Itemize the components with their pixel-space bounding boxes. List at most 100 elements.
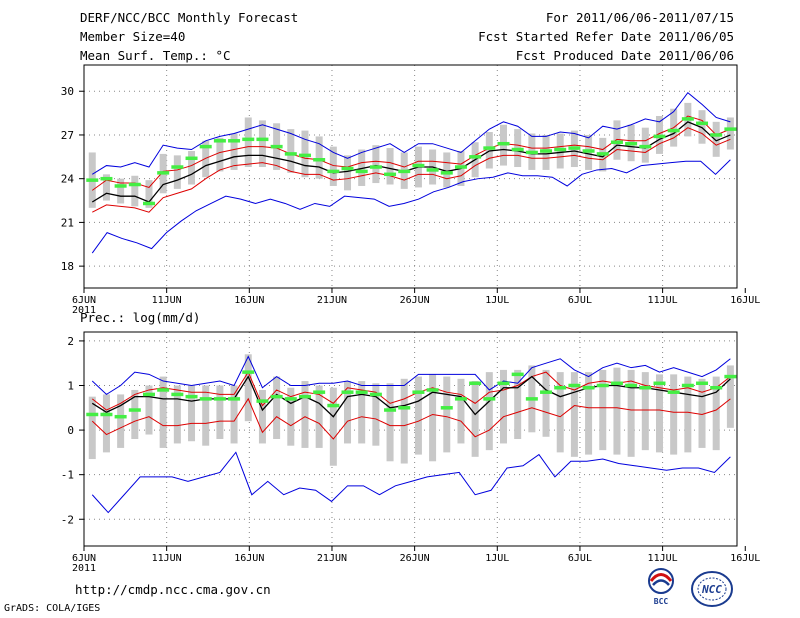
prec-ytick-label: -1 <box>61 469 74 482</box>
prec-spread-box <box>273 376 281 439</box>
temp-spread-box <box>358 149 366 186</box>
prec-spread-box <box>443 376 451 453</box>
prec-spread-box <box>670 374 678 455</box>
prec-spread-box <box>329 387 337 466</box>
prec-spread-box <box>230 385 238 444</box>
grads-credit: GrADS: COLA/IGES <box>4 603 101 614</box>
prec-spread-box <box>429 374 437 462</box>
prec-spread-box <box>641 372 649 451</box>
prec-spread-box <box>358 381 366 444</box>
temp-ytick-label: 30 <box>61 85 74 98</box>
prec-xtick-label: 1JUL <box>485 553 509 564</box>
prec-spread-box <box>173 385 181 444</box>
temp-ytick-label: 27 <box>61 129 74 142</box>
prec-xtick-label: 6JUL <box>568 553 592 564</box>
temp-spread-box <box>287 129 295 173</box>
prec-ytick-label: 1 <box>67 380 74 393</box>
ncc-logo: NCC <box>691 571 733 607</box>
temp-series-ensemble-mean <box>91 121 731 203</box>
prec-spread-box <box>485 372 493 451</box>
temp-spread-box <box>315 136 323 179</box>
prec-spread-box <box>400 378 408 464</box>
temp-xtick-label: 16JUN <box>234 295 264 306</box>
temp-series-mean-spread <box>91 115 731 191</box>
prec-series-mean-spread <box>91 371 731 411</box>
prec-spread-box <box>131 389 139 439</box>
prec-spread-box <box>372 383 380 446</box>
prec-xtick-label: 26JUN <box>400 553 430 564</box>
source-url[interactable]: http://cmdp.ncc.cma.gov.cn <box>75 582 271 597</box>
variable-label: Mean Surf. Temp.: °C <box>80 48 231 63</box>
temp-series-mean-spread <box>92 127 731 213</box>
temp-xtick-label: 11JUL <box>648 295 678 306</box>
temp-frame <box>83 64 738 289</box>
prec-spread-box <box>188 385 196 442</box>
prec-spread-box <box>627 369 635 457</box>
temp-panel: 18 21 24 27 30 6JUN 11JUN 16JUN 21JUN 26JUN 1JUL 6J… <box>61 64 760 316</box>
prec-spread-box <box>102 394 110 453</box>
ncc-logo-text: NCC <box>701 583 722 596</box>
temp-xtick-label: 26JUN <box>400 295 430 306</box>
temp-series-ensemble-min <box>91 159 731 254</box>
temp-xtick-label: 6JUL <box>568 295 592 306</box>
temp-spread-box <box>244 117 252 168</box>
prec-spread-box <box>315 385 323 448</box>
prec-spread-box <box>684 376 692 453</box>
temp-spread-box <box>443 152 451 188</box>
temp-spread-box <box>202 140 210 178</box>
temp-spread-box <box>329 146 337 186</box>
figure-title: DERF/NCC/BCC Monthly Forecast <box>80 10 299 25</box>
prec-spread-box <box>216 385 224 439</box>
prec-spread-box <box>202 385 210 446</box>
prec-spread-box <box>457 378 465 444</box>
prec-frame <box>83 331 738 547</box>
prec-xtick-label: 11JUN <box>152 553 182 564</box>
prec-spread-box <box>712 376 720 451</box>
temp-spread-box <box>712 121 720 157</box>
prec-spread-box <box>117 394 125 448</box>
temp-xtick-label: 1JUL <box>485 295 509 306</box>
prec-xtick-label: 6JUN <box>72 553 96 564</box>
temp-spread-box <box>485 132 493 169</box>
prec-spread-box <box>159 376 167 448</box>
fcst-produced-label: Fcst Produced Date 2011/06/06 <box>515 48 734 63</box>
prec-spread-box <box>698 378 706 448</box>
temp-spread-box <box>372 145 380 184</box>
prec-spread-box <box>344 381 352 444</box>
temp-xtick-label: 11JUN <box>152 295 182 306</box>
temp-spread-box <box>188 150 196 185</box>
temp-xtick-label: 16JUL <box>730 295 760 306</box>
temp-spread-box <box>344 155 352 191</box>
temp-xtick-label: 6JUN <box>72 295 96 306</box>
temp-spread-box <box>698 110 706 144</box>
prec-spread-box <box>386 383 394 462</box>
temp-spread-box <box>117 178 125 204</box>
prec-spread-box <box>613 367 621 455</box>
forecast-period-label: For 2011/06/06-2011/07/15 <box>545 10 734 25</box>
prec-xtick-label: 16JUL <box>730 553 760 564</box>
prec-spread-box <box>258 389 266 444</box>
prec-spread-box <box>287 387 295 446</box>
prec-xtick-label: 16JUN <box>234 553 264 564</box>
prec-spread-box <box>726 365 734 428</box>
prec-ytick-label: 2 <box>67 335 74 348</box>
prec-spread-box <box>414 376 422 455</box>
temp-spread-box <box>216 137 224 172</box>
bcc-logo: BCC <box>648 568 674 606</box>
temp-spread-box <box>102 174 110 201</box>
temp-spread-box <box>386 148 394 185</box>
prec-spread-box <box>88 396 96 460</box>
prec-spread-box <box>599 369 607 451</box>
prec-xtick-label: 11JUL <box>648 553 678 564</box>
temp-series-ensemble-max <box>92 91 731 175</box>
prec-spread-box <box>570 372 578 457</box>
precip-panel-title: Prec.: log(mm/d) <box>80 310 201 325</box>
prec-spread-box <box>145 385 153 435</box>
prec-spread-box <box>244 354 252 422</box>
temp-ytick-label: 21 <box>61 216 74 229</box>
temp-spread-box <box>145 180 153 208</box>
temp-spread-box <box>613 120 621 160</box>
